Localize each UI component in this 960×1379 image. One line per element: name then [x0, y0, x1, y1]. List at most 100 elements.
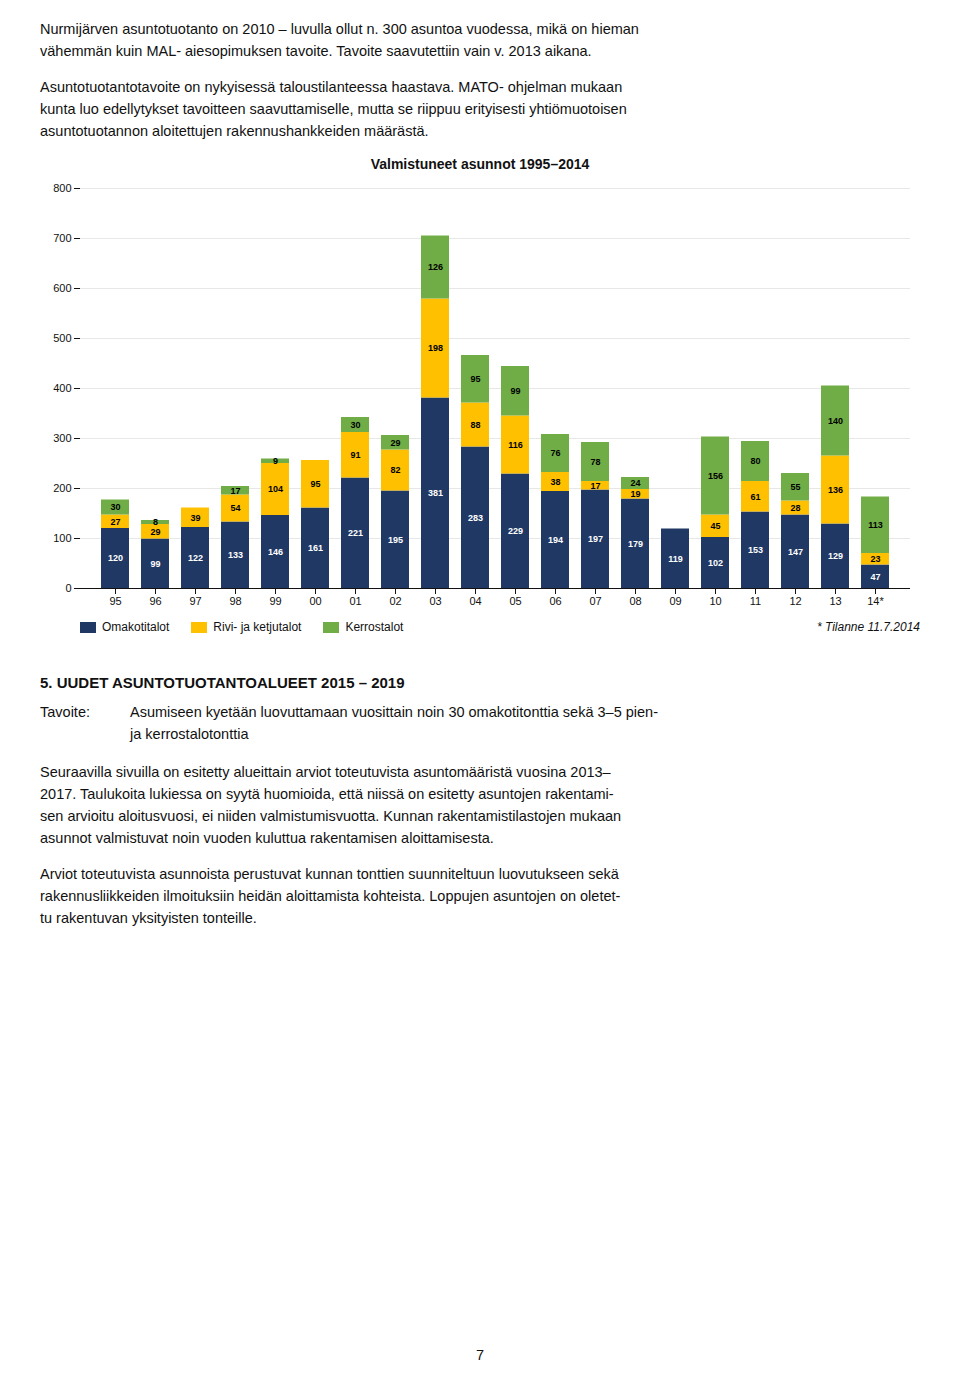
- svg-text:29: 29: [390, 438, 400, 448]
- svg-text:30: 30: [110, 502, 120, 512]
- html-text:Arviot toteutuvista asunnoista: Arviot toteutuvista asunnoista perustuva…: [40, 866, 619, 882]
- html-text:Tavoite:: Tavoite:: [40, 704, 90, 720]
- svg-text:09: 09: [669, 595, 681, 607]
- svg-text:97: 97: [189, 595, 201, 607]
- svg-text:800: 800: [53, 182, 71, 194]
- svg-text:29: 29: [150, 527, 160, 537]
- svg-text:27: 27: [110, 517, 120, 527]
- svg-text:129: 129: [828, 551, 843, 561]
- svg-text:197: 197: [588, 534, 603, 544]
- svg-text:05: 05: [509, 595, 521, 607]
- svg-text:104: 104: [268, 484, 283, 494]
- svg-text:24: 24: [630, 478, 640, 488]
- svg-text:9: 9: [273, 456, 278, 466]
- svg-text:02: 02: [389, 595, 401, 607]
- svg-text:10: 10: [709, 595, 721, 607]
- svg-text:400: 400: [53, 382, 71, 394]
- svg-text:88: 88: [470, 420, 480, 430]
- svg-text:82: 82: [390, 465, 400, 475]
- svg-text:500: 500: [53, 332, 71, 344]
- svg-text:198: 198: [428, 343, 443, 353]
- svg-text:54: 54: [230, 503, 240, 513]
- svg-text:19: 19: [630, 489, 640, 499]
- svg-text:23: 23: [870, 554, 880, 564]
- svg-text:102: 102: [708, 558, 723, 568]
- svg-text:0: 0: [65, 582, 71, 594]
- svg-text:03: 03: [429, 595, 441, 607]
- svg-text:153: 153: [748, 545, 763, 555]
- svg-text:95: 95: [470, 374, 480, 384]
- svg-text:126: 126: [428, 262, 443, 272]
- svg-text:98: 98: [229, 595, 241, 607]
- svg-text:300: 300: [53, 432, 71, 444]
- html-text:Nurmijärven asuntotuotanto on: Nurmijärven asuntotuotanto on 2010 – luv…: [40, 21, 639, 37]
- svg-text:119: 119: [668, 554, 683, 564]
- html-text:Valmistuneet asunnot 1995–2014: Valmistuneet asunnot 1995–2014: [370, 156, 590, 172]
- svg-text:113: 113: [868, 520, 883, 530]
- svg-text:12: 12: [789, 595, 801, 607]
- svg-text:600: 600: [53, 282, 71, 294]
- svg-text:39: 39: [190, 513, 200, 523]
- svg-text:14*: 14*: [867, 595, 884, 607]
- svg-text:116: 116: [508, 440, 523, 450]
- svg-text:30: 30: [350, 420, 360, 430]
- svg-text:91: 91: [350, 450, 360, 460]
- html-text:5. UUDET ASUNTOTUOTANTOALUEET: 5. UUDET ASUNTOTUOTANTOALUEET 2015 – 201…: [40, 674, 405, 691]
- svg-text:11: 11: [750, 595, 761, 607]
- svg-text:120: 120: [108, 553, 123, 563]
- svg-text:78: 78: [590, 457, 600, 467]
- svg-text:80: 80: [750, 456, 760, 466]
- svg-text:99: 99: [269, 595, 281, 607]
- html-text:vähemmän kuin MAL- aiesopimuks: vähemmän kuin MAL- aiesopimuksen tavoite…: [40, 43, 592, 59]
- html-text:sen arvioitu aloitusvuosi, ei: sen arvioitu aloitusvuosi, ei niiden val…: [40, 808, 622, 824]
- svg-text:8: 8: [153, 517, 158, 527]
- svg-text:99: 99: [510, 386, 520, 396]
- html-text:Asuntotuotantotavoite on nykyi: Asuntotuotantotavoite on nykyisessä talo…: [40, 79, 623, 95]
- svg-text:28: 28: [790, 503, 800, 513]
- svg-text:283: 283: [468, 513, 483, 523]
- svg-text:01: 01: [349, 595, 361, 607]
- svg-text:17: 17: [230, 486, 240, 496]
- svg-text:04: 04: [469, 595, 481, 607]
- svg-text:17: 17: [590, 481, 600, 491]
- svg-text:00: 00: [309, 595, 321, 607]
- svg-text:08: 08: [629, 595, 641, 607]
- svg-text:146: 146: [268, 547, 283, 557]
- html-text:Asumiseen kyetään luovuttamaan: Asumiseen kyetään luovuttamaan vuosittai…: [130, 704, 658, 720]
- svg-text:45: 45: [710, 521, 720, 531]
- svg-text:140: 140: [828, 416, 843, 426]
- svg-text:55: 55: [790, 482, 800, 492]
- svg-text:95: 95: [310, 479, 320, 489]
- svg-text:95: 95: [109, 595, 121, 607]
- html-text:Seuraavilla sivuilla on esitet: Seuraavilla sivuilla on esitetty alueitt…: [40, 764, 611, 780]
- svg-text:161: 161: [308, 543, 323, 553]
- svg-text:133: 133: [228, 550, 243, 560]
- svg-text:136: 136: [828, 485, 843, 495]
- svg-text:76: 76: [550, 448, 560, 458]
- html-text:asunnot valmistuvat noin vuode: asunnot valmistuvat noin vuoden kuluttua…: [40, 830, 494, 846]
- svg-text:200: 200: [53, 482, 71, 494]
- svg-text:06: 06: [549, 595, 561, 607]
- svg-text:96: 96: [149, 595, 161, 607]
- svg-text:195: 195: [388, 535, 403, 545]
- svg-text:47: 47: [870, 572, 880, 582]
- svg-text:38: 38: [550, 477, 560, 487]
- svg-text:99: 99: [150, 559, 160, 569]
- html-text:kunta luo edellytykset tavoitt: kunta luo edellytykset tavoitteen saavut…: [40, 101, 627, 117]
- svg-text:381: 381: [428, 488, 443, 498]
- svg-text:100: 100: [53, 532, 71, 544]
- svg-text:156: 156: [708, 471, 723, 481]
- svg-text:61: 61: [750, 492, 760, 502]
- html-text:ja kerrostalotonttia: ja kerrostalotonttia: [130, 726, 249, 742]
- svg-text:229: 229: [508, 526, 523, 536]
- svg-text:122: 122: [188, 553, 203, 563]
- svg-text:13: 13: [829, 595, 841, 607]
- svg-text:700: 700: [53, 232, 71, 244]
- svg-text:194: 194: [548, 535, 563, 545]
- svg-text:179: 179: [628, 539, 643, 549]
- html-text:2017. Taulukoita lukiessa on s: 2017. Taulukoita lukiessa on syytä huomi…: [40, 786, 614, 802]
- svg-text:221: 221: [348, 528, 363, 538]
- svg-text:07: 07: [589, 595, 601, 607]
- svg-text:147: 147: [788, 547, 803, 557]
- html-text:asuntotuotannon aloitettujen r: asuntotuotannon aloitettujen rakennushan…: [40, 123, 429, 139]
